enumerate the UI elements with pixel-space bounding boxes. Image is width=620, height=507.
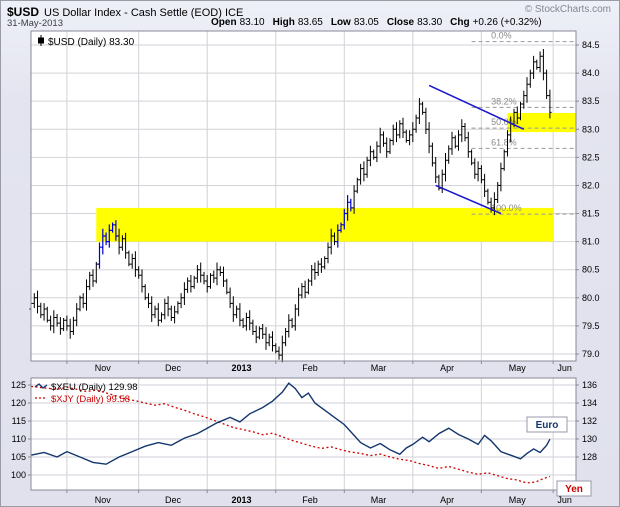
symbol: $USD: [7, 5, 40, 19]
quote-label: Chg: [450, 17, 470, 28]
y-tick-label: 80.0: [582, 293, 600, 303]
right-axis-label: 134: [582, 398, 597, 408]
quote-label: Close: [386, 17, 415, 28]
x-month-label: Mar: [371, 363, 387, 373]
quote-value: 83.30: [417, 17, 443, 28]
chart-date: 31-May-2013: [7, 18, 63, 29]
fib-retracement-label: 100.0%: [491, 203, 522, 213]
quote-value: +0.26 (+0.32%): [472, 17, 542, 28]
right-axis-label: 130: [582, 434, 597, 444]
quote-label: Open: [211, 17, 237, 28]
yen-legend-label: $XJY (Daily) 99.58: [51, 394, 130, 405]
lower-plot-border: [30, 377, 577, 491]
y-tick-label: 84.0: [582, 68, 600, 78]
quote-low: Low 83.05: [331, 17, 379, 28]
highlight-band: [507, 112, 576, 133]
x-month-label: Dec: [165, 495, 182, 505]
y-tick-label: 80.5: [582, 265, 600, 275]
yen-tag-label: Yen: [565, 484, 583, 495]
fib-retracement-label: 61.8%: [491, 137, 517, 147]
x-month-label: Mar: [371, 495, 387, 505]
x-month-label: 2013: [231, 495, 251, 505]
euro-legend-icon: [34, 383, 48, 389]
quote-value: 83.05: [353, 17, 379, 28]
y-tick-label: 79.5: [582, 321, 600, 331]
yen-tag-box: [556, 480, 592, 497]
right-axis-label: 136: [582, 380, 597, 390]
x-month-label: Dec: [165, 363, 182, 373]
y-tick-label: 82.0: [582, 180, 600, 190]
price-bars-highlighted: [97, 195, 353, 269]
x-month-label: Jun: [557, 495, 572, 505]
left-axis-label: 120: [11, 398, 26, 408]
euro-legend-label: $XEU (Daily) 129.98: [51, 382, 138, 393]
euro-line: [30, 382, 551, 465]
main-plot-bg: [31, 31, 576, 361]
fib-retracement-label: 38.2%: [491, 96, 517, 106]
x-month-label: Feb: [302, 363, 318, 373]
chart-header: $USD US Dollar Index - Cash Settle (EOD) …: [7, 3, 243, 21]
y-tick-label: 83.0: [582, 124, 600, 134]
x-month-label: Jun: [557, 363, 572, 373]
quote-value: 83.65: [297, 17, 323, 28]
copyright: © StockCharts.com: [524, 4, 611, 15]
price-and-currency-charts: 0.0% 38.2% 50.0% 61.8% 100.0% 84.5 84.0 83.5 83.…: [11, 30, 600, 505]
right-axis-label: 132: [582, 416, 597, 426]
quote-chg: Chg +0.26 (+0.32%): [450, 17, 541, 28]
x-month-label: Feb: [302, 495, 318, 505]
y-tick-label: 83.5: [582, 96, 600, 106]
y-tick-label: 79.0: [582, 349, 600, 359]
left-axis-label: 100: [11, 470, 26, 480]
fib-retracement-label: 0.0%: [491, 31, 512, 41]
left-axis-label: 115: [12, 416, 26, 426]
x-month-label: 2013: [231, 363, 251, 373]
x-month-label: Apr: [440, 363, 454, 373]
quote-label: High: [272, 17, 295, 28]
highlight-band: [96, 207, 554, 242]
left-axis-label: 105: [11, 452, 26, 462]
x-month-label: May: [509, 363, 527, 373]
euro-tag-box: [526, 416, 568, 433]
trendline-annotation: [435, 184, 502, 215]
main-plot-border: [30, 30, 577, 362]
y-tick-label: 82.5: [582, 152, 600, 162]
y-tick-label: 81.5: [582, 209, 600, 219]
x-month-label: Nov: [95, 495, 112, 505]
x-month-label: Apr: [440, 495, 454, 505]
quote-open: Open 83.10: [211, 17, 265, 28]
quote-close: Close 83.30: [387, 17, 442, 28]
candlestick-icon: [38, 35, 44, 46]
left-axis-label: 110: [12, 434, 26, 444]
ohlc-quote: Open 83.10 High 83.65 Low 83.05 Close 83.30 …: [211, 17, 542, 28]
quote-value: 83.10: [239, 17, 265, 28]
x-month-label: Nov: [95, 363, 112, 373]
right-axis-label: 128: [582, 452, 597, 462]
main-chart-title: $USD (Daily) 83.30: [48, 37, 135, 48]
y-tick-label: 81.0: [582, 237, 600, 247]
euro-tag-label: Euro: [536, 420, 559, 431]
yen-line: [30, 385, 551, 484]
y-tick-label: 84.5: [582, 40, 600, 50]
page-title: US Dollar Index - Cash Settle (EOD) ICE: [44, 7, 244, 19]
trendline-annotation: [428, 84, 525, 130]
quote-high: High 83.65: [273, 17, 323, 28]
x-month-label: May: [509, 495, 527, 505]
left-axis-label: 125: [11, 380, 26, 390]
quote-label: Low: [330, 17, 351, 28]
fib-retracement-label: 50.0%: [491, 117, 517, 127]
